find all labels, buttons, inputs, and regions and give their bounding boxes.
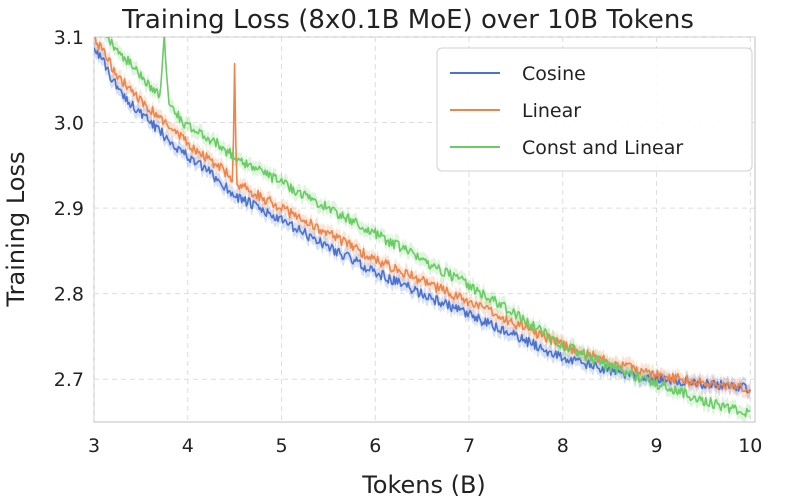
y-tick-label: 2.9 [54,198,84,220]
x-tick-label: 7 [463,435,475,457]
legend-label: Linear [522,100,581,122]
x-tick-label: 9 [651,435,663,457]
x-tick-label: 6 [369,435,381,457]
x-axis-label: Tokens (B) [361,471,486,499]
y-tick-label: 2.7 [54,369,84,391]
series-line [105,37,751,418]
series-line [94,37,752,394]
legend-label: Cosine [522,63,586,85]
x-tick-label: 3 [88,435,100,457]
y-tick-label: 3.0 [54,113,84,135]
legend-box [436,47,753,172]
chart-title: Training Loss (8x0.1B MoE) over 10B Toke… [121,5,694,35]
x-tick-label: 4 [182,435,194,457]
y-axis-label: Training Loss [2,152,30,308]
y-tick-label: 3.1 [54,27,84,49]
x-tick-label: 5 [275,435,287,457]
legend-label: Const and Linear [522,137,683,159]
y-tick-label: 2.8 [54,284,84,306]
x-tick-label: 8 [557,435,569,457]
legend: Cosine Linear Const and Linear [436,47,753,172]
x-tick-label: 10 [738,435,762,457]
